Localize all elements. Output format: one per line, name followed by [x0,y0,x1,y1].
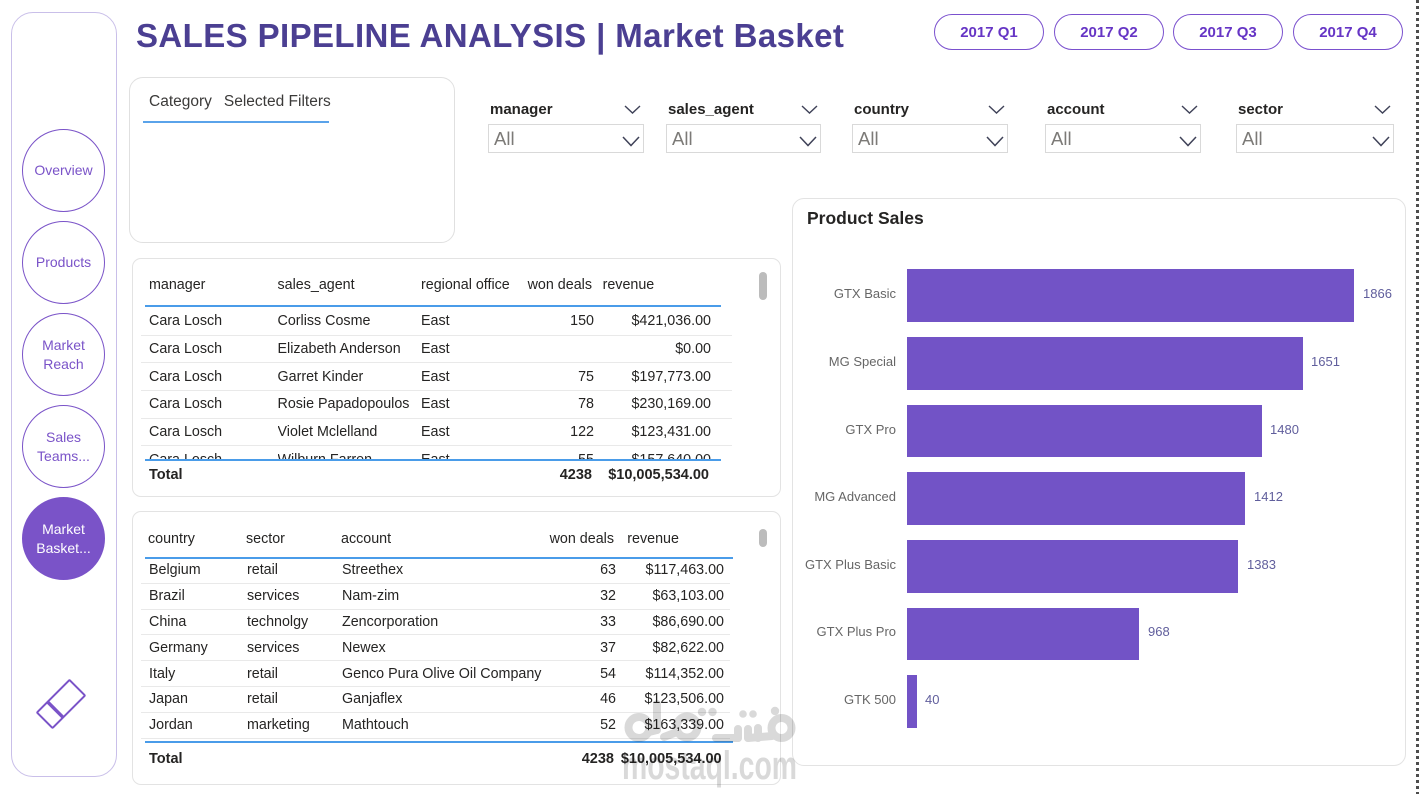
svg-text:mostaql.com: mostaql.com [622,744,797,788]
